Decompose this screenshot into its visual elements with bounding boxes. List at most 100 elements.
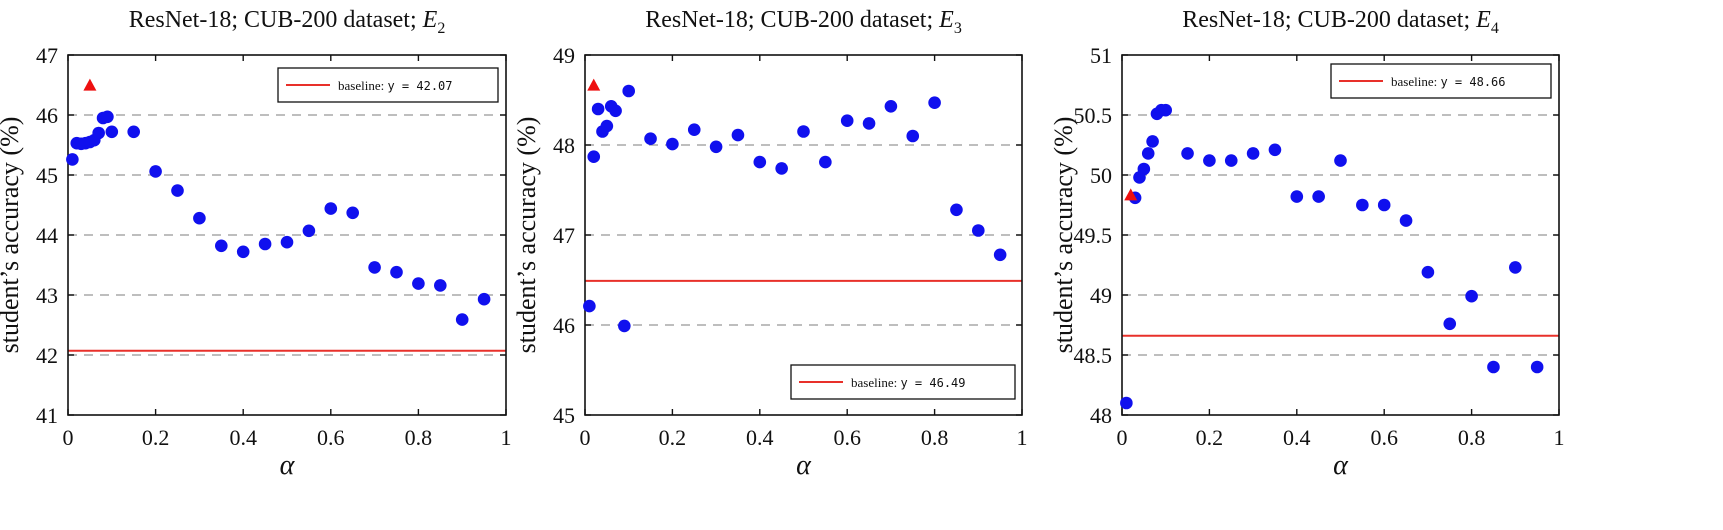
data-point <box>600 119 614 133</box>
x-tick-label: 0.4 <box>746 425 774 450</box>
data-point <box>622 84 635 98</box>
data-point <box>236 245 250 259</box>
x-tick-label: 1 <box>1554 425 1565 450</box>
data-point <box>928 96 941 109</box>
y-tick-label: 48 <box>1090 403 1112 428</box>
y-tick-label: 50.5 <box>1074 103 1113 128</box>
x-axis-label: α <box>280 450 296 481</box>
x-tick-label: 0.8 <box>921 425 949 450</box>
data-point <box>1290 190 1304 203</box>
chart-title: ResNet-18; CUB-200 dataset; E3 <box>645 7 962 37</box>
data-point <box>1246 147 1260 160</box>
data-point <box>1334 154 1347 167</box>
data-point <box>215 239 228 253</box>
chart-title: ResNet-18; CUB-200 dataset; E4 <box>1182 7 1499 37</box>
data-point <box>591 102 605 116</box>
chart-panel-3: 0 0.2 0.4 0.6 0.8 1 48 48.5 49 49.5 50 50.5 51 ResNet… <box>1049 7 1565 481</box>
x-tick-label: 0.2 <box>659 425 687 450</box>
x-axis-label: α <box>796 450 812 481</box>
data-point <box>618 319 631 333</box>
data-point <box>258 237 272 251</box>
data-point <box>609 104 622 118</box>
data-point <box>819 155 832 169</box>
data-point <box>950 203 963 217</box>
x-tick-label: 0 <box>63 425 74 450</box>
data-point <box>1399 214 1413 227</box>
y-tick-label: 48 <box>553 133 575 158</box>
legend-label: baseline: y = 46.49 <box>851 375 966 390</box>
data-point <box>753 155 767 169</box>
x-tick-label: 0.6 <box>1370 425 1398 450</box>
x-tick-label: 0 <box>1117 425 1128 450</box>
data-point <box>1530 360 1544 374</box>
data-point <box>906 129 920 143</box>
data-point <box>412 277 425 290</box>
y-tick-label: 49.5 <box>1074 223 1113 248</box>
data-point <box>666 137 679 151</box>
data-point <box>66 153 79 166</box>
data-point <box>92 126 105 140</box>
x-tick-label: 0.6 <box>833 425 861 450</box>
data-point <box>368 261 381 274</box>
data-point <box>302 224 316 238</box>
y-tick-label: 43 <box>36 283 58 308</box>
y-tick-label: 45 <box>553 403 575 428</box>
chart-panel-2: 0 0.2 0.4 0.6 0.8 1 45 46 47 48 49 ResNet-18; CUB-2… <box>512 7 1028 481</box>
data-point <box>455 313 469 326</box>
data-point <box>1377 198 1391 212</box>
data-point <box>1421 265 1435 279</box>
data-point <box>105 125 119 139</box>
data-point <box>324 202 338 215</box>
legend: baseline: y = 48.66 <box>1330 63 1552 99</box>
y-axis-label: student’s accuracy (%) <box>1049 117 1078 354</box>
data-point <box>1181 147 1194 160</box>
y-tick-label: 42 <box>36 343 58 368</box>
data-point <box>797 125 810 138</box>
y-tick-label: 50 <box>1090 163 1112 188</box>
y-tick-label: 47 <box>553 223 575 248</box>
legend: baseline: y = 42.07 <box>277 67 499 103</box>
data-point <box>1224 154 1238 167</box>
data-point <box>1203 154 1216 167</box>
data-point <box>193 211 206 225</box>
x-tick-label: 0 <box>580 425 591 450</box>
y-tick-label: 47 <box>36 43 58 68</box>
data-point <box>346 206 360 220</box>
chart-panel-1: 0 0.2 0.4 0.6 0.8 1 41 42 43 44 45 46 47 ResNet-18; C… <box>0 7 512 481</box>
data-point <box>1137 162 1151 176</box>
y-tick-label: 46 <box>36 103 58 128</box>
data-point <box>775 162 788 175</box>
data-triangle <box>1124 188 1138 201</box>
data-point <box>171 184 184 197</box>
legend: baseline: y = 46.49 <box>790 364 1016 400</box>
data-point <box>434 279 447 292</box>
data-point <box>1146 135 1159 148</box>
data-point <box>101 110 114 124</box>
data-point <box>1487 360 1500 374</box>
y-tick-label: 49 <box>553 43 575 68</box>
y-tick-label: 48.5 <box>1074 343 1113 368</box>
data-point <box>687 123 701 136</box>
x-axis-label: α <box>1333 450 1349 481</box>
x-tick-label: 1 <box>1017 425 1028 450</box>
x-tick-label: 0.8 <box>1458 425 1486 450</box>
data-point <box>731 128 745 142</box>
data-point <box>1443 317 1457 331</box>
y-tick-label: 44 <box>36 223 58 248</box>
data-point <box>709 140 723 154</box>
data-point <box>862 117 876 130</box>
data-point <box>587 150 601 163</box>
y-axis-label: student’s accuracy (%) <box>512 117 541 354</box>
y-tick-label: 51 <box>1090 43 1112 68</box>
x-tick-label: 0.6 <box>317 425 345 450</box>
data-point <box>1159 103 1172 117</box>
data-point <box>1356 198 1369 212</box>
y-tick-label: 45 <box>36 163 58 188</box>
x-tick-label: 0.4 <box>229 425 257 450</box>
data-point <box>993 248 1007 262</box>
data-point <box>1141 147 1155 160</box>
data-triangle <box>83 78 97 91</box>
data-point <box>127 125 140 139</box>
data-point <box>390 265 403 279</box>
y-tick-label: 46 <box>553 313 575 338</box>
